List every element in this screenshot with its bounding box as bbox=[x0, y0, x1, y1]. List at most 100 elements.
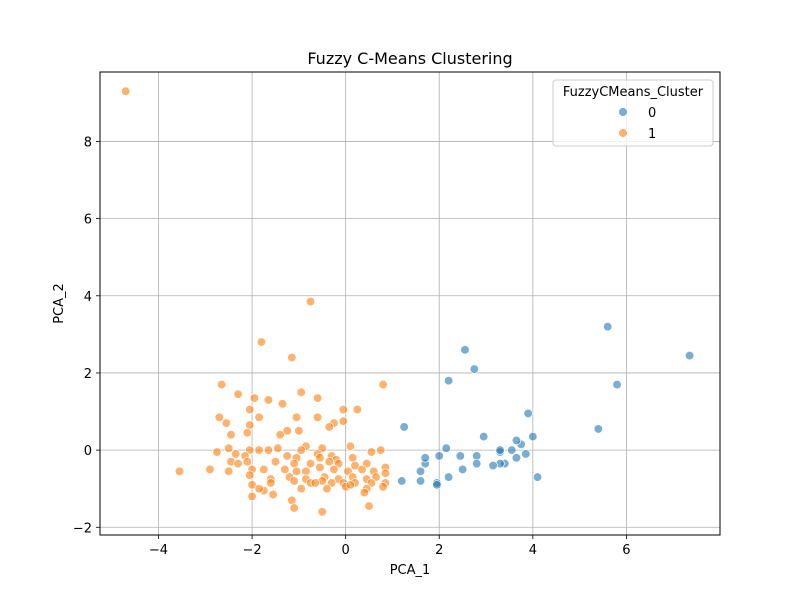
data-point-cluster-1 bbox=[324, 422, 334, 432]
data-point-cluster-1 bbox=[359, 487, 370, 498]
data-point-cluster-1 bbox=[224, 443, 234, 453]
data-point-cluster-1 bbox=[247, 480, 257, 490]
x-tick-label: 2 bbox=[435, 543, 443, 558]
data-point-cluster-0 bbox=[472, 451, 482, 461]
y-tick-label: 4 bbox=[84, 290, 92, 305]
data-point-cluster-1 bbox=[352, 404, 363, 415]
x-tick-label: 6 bbox=[622, 543, 630, 558]
data-point-cluster-1 bbox=[233, 389, 243, 399]
data-point-cluster-1 bbox=[364, 501, 374, 511]
data-point-cluster-1 bbox=[345, 441, 355, 451]
legend-label-0: 0 bbox=[648, 106, 656, 121]
data-point-cluster-0 bbox=[443, 472, 454, 482]
data-point-cluster-1 bbox=[224, 466, 234, 476]
x-tick-label: −4 bbox=[149, 543, 168, 558]
data-point-cluster-1 bbox=[312, 393, 323, 403]
data-point-cluster-0 bbox=[507, 445, 517, 455]
data-point-cluster-0 bbox=[441, 443, 451, 453]
data-point-cluster-0 bbox=[532, 472, 543, 482]
data-point-cluster-1 bbox=[282, 426, 292, 436]
data-point-cluster-1 bbox=[273, 443, 283, 453]
data-point-cluster-0 bbox=[457, 464, 468, 475]
legend-title: FuzzyCMeans_Cluster bbox=[563, 85, 704, 100]
y-tick-label: 8 bbox=[84, 135, 92, 150]
data-point-cluster-1 bbox=[266, 478, 276, 488]
x-tick-label: 4 bbox=[529, 543, 537, 558]
data-point-cluster-1 bbox=[338, 416, 348, 426]
data-point-cluster-0 bbox=[523, 408, 533, 419]
data-point-cluster-0 bbox=[495, 445, 505, 455]
data-point-cluster-1 bbox=[174, 466, 185, 476]
data-point-cluster-0 bbox=[593, 424, 603, 434]
data-point-cluster-0 bbox=[684, 350, 695, 361]
data-point-cluster-1 bbox=[231, 449, 241, 459]
data-point-cluster-1 bbox=[376, 445, 386, 455]
data-point-cluster-1 bbox=[348, 453, 358, 463]
x-tick-label: −2 bbox=[242, 543, 261, 558]
data-point-cluster-1 bbox=[291, 466, 302, 476]
data-point-cluster-1 bbox=[217, 379, 227, 390]
y-tick-label: 6 bbox=[84, 213, 92, 228]
data-point-cluster-1 bbox=[233, 458, 243, 469]
data-point-cluster-1 bbox=[245, 470, 255, 480]
data-point-cluster-1 bbox=[329, 464, 339, 475]
data-point-cluster-1 bbox=[291, 412, 302, 422]
data-point-cluster-1 bbox=[296, 387, 306, 397]
grid bbox=[100, 72, 720, 535]
data-point-cluster-0 bbox=[415, 476, 426, 486]
data-point-cluster-1 bbox=[305, 296, 316, 307]
data-point-cluster-1 bbox=[289, 503, 299, 513]
y-axis-title: PCA_2 bbox=[52, 283, 67, 324]
data-point-cluster-1 bbox=[324, 457, 334, 467]
data-point-cluster-0 bbox=[455, 451, 465, 461]
data-point-cluster-1 bbox=[254, 484, 264, 494]
data-point-cluster-1 bbox=[322, 484, 332, 494]
data-point-cluster-1 bbox=[245, 404, 255, 415]
data-point-cluster-1 bbox=[378, 379, 388, 390]
data-point-cluster-0 bbox=[397, 476, 407, 486]
data-point-cluster-1 bbox=[245, 420, 255, 430]
data-point-cluster-0 bbox=[415, 466, 426, 476]
data-point-cluster-1 bbox=[312, 412, 323, 422]
data-point-cluster-1 bbox=[259, 464, 269, 475]
data-point-cluster-1 bbox=[287, 352, 297, 363]
data-point-cluster-1 bbox=[268, 489, 278, 500]
data-point-cluster-1 bbox=[315, 462, 325, 473]
data-point-cluster-1 bbox=[296, 484, 306, 494]
data-point-cluster-0 bbox=[472, 458, 482, 469]
data-point-cluster-1 bbox=[205, 464, 215, 475]
legend-marker-0 bbox=[618, 107, 628, 117]
y-tick-label: 0 bbox=[84, 444, 92, 459]
data-point-cluster-1 bbox=[263, 395, 274, 405]
data-point-cluster-1 bbox=[121, 86, 131, 96]
data-point-cluster-0 bbox=[528, 431, 538, 442]
data-point-cluster-1 bbox=[263, 445, 274, 455]
legend-box bbox=[552, 79, 714, 147]
data-point-cluster-1 bbox=[221, 418, 231, 428]
data-point-cluster-0 bbox=[488, 460, 498, 471]
x-tick-label: 0 bbox=[342, 543, 350, 558]
data-point-cluster-1 bbox=[380, 468, 391, 478]
data-point-cluster-0 bbox=[521, 449, 531, 459]
y-tick-label: −2 bbox=[73, 521, 92, 536]
data-point-cluster-1 bbox=[214, 412, 224, 422]
data-point-cluster-1 bbox=[254, 445, 264, 455]
data-point-cluster-1 bbox=[310, 478, 320, 488]
data-point-cluster-1 bbox=[366, 447, 377, 457]
data-point-cluster-1 bbox=[305, 458, 316, 469]
data-point-cluster-1 bbox=[345, 480, 355, 490]
data-point-cluster-0 bbox=[603, 322, 613, 332]
data-point-cluster-0 bbox=[479, 431, 489, 442]
data-point-cluster-0 bbox=[460, 345, 470, 355]
data-point-cluster-1 bbox=[317, 507, 327, 517]
plot-area bbox=[100, 72, 720, 535]
data-point-cluster-1 bbox=[282, 451, 292, 461]
data-point-cluster-1 bbox=[294, 426, 304, 436]
data-point-cluster-0 bbox=[434, 451, 444, 461]
data-point-cluster-1 bbox=[277, 399, 288, 409]
data-point-cluster-1 bbox=[270, 457, 281, 467]
data-point-cluster-1 bbox=[315, 453, 325, 463]
data-point-cluster-1 bbox=[242, 428, 253, 438]
data-point-cluster-0 bbox=[469, 364, 479, 374]
